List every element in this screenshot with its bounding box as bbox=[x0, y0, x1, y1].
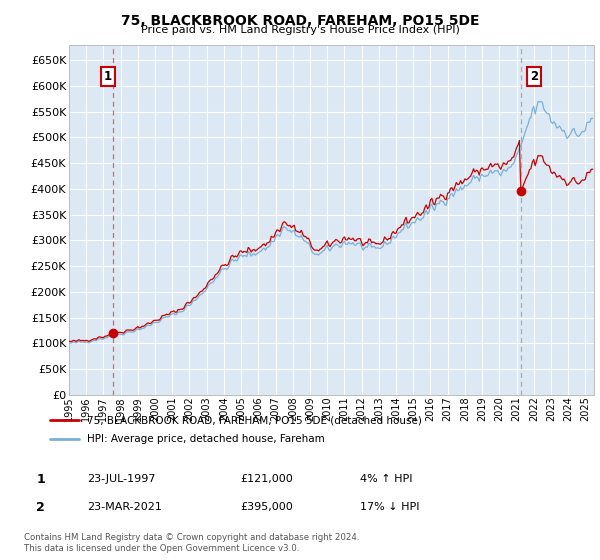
Text: HPI: Average price, detached house, Fareham: HPI: Average price, detached house, Fare… bbox=[88, 435, 325, 445]
Text: 1: 1 bbox=[104, 70, 112, 83]
Text: 1: 1 bbox=[36, 473, 45, 486]
Text: £121,000: £121,000 bbox=[240, 474, 293, 484]
Text: Price paid vs. HM Land Registry's House Price Index (HPI): Price paid vs. HM Land Registry's House … bbox=[140, 25, 460, 35]
Text: 75, BLACKBROOK ROAD, FAREHAM, PO15 5DE (detached house): 75, BLACKBROOK ROAD, FAREHAM, PO15 5DE (… bbox=[88, 415, 422, 425]
Text: 23-JUL-1997: 23-JUL-1997 bbox=[87, 474, 155, 484]
Text: 17% ↓ HPI: 17% ↓ HPI bbox=[360, 502, 419, 512]
Text: 2: 2 bbox=[530, 70, 538, 83]
Text: 75, BLACKBROOK ROAD, FAREHAM, PO15 5DE: 75, BLACKBROOK ROAD, FAREHAM, PO15 5DE bbox=[121, 14, 479, 28]
Text: 23-MAR-2021: 23-MAR-2021 bbox=[87, 502, 162, 512]
Text: 2: 2 bbox=[36, 501, 45, 514]
Text: £395,000: £395,000 bbox=[240, 502, 293, 512]
Text: Contains HM Land Registry data © Crown copyright and database right 2024.
This d: Contains HM Land Registry data © Crown c… bbox=[24, 533, 359, 553]
Text: 4% ↑ HPI: 4% ↑ HPI bbox=[360, 474, 413, 484]
